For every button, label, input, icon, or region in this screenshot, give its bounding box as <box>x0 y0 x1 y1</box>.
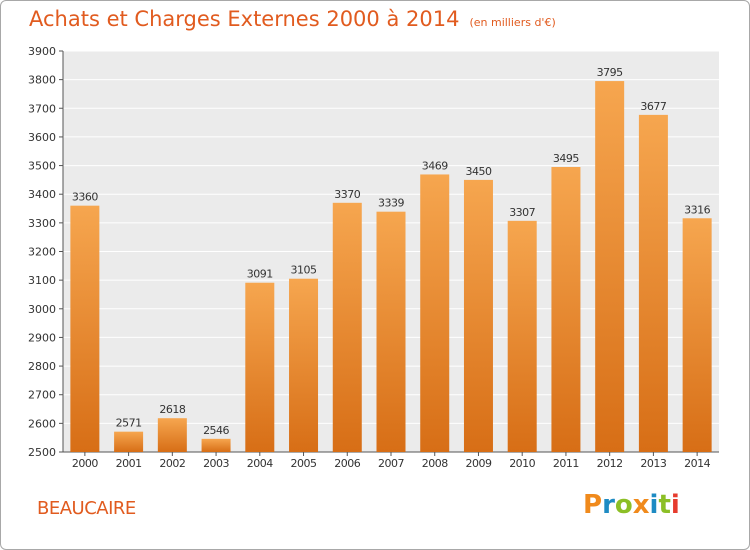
data-label: 3339 <box>378 197 404 210</box>
x-tick-label: 2004 <box>247 457 273 470</box>
axes: 2500 2600 2700 2800 2900 3000 3100 3200 3300 3400… <box>28 45 719 470</box>
bar-2013 <box>638 114 668 453</box>
bar-2004 <box>245 282 275 452</box>
bar-2011 <box>551 167 581 452</box>
data-label: 3370 <box>334 188 360 201</box>
data-labels: 3360 2571 2618 2546 3091 3105 3370 3339 3469 3450… <box>72 66 711 437</box>
data-label: 3469 <box>422 159 448 172</box>
x-tick-label: 2014 <box>684 457 710 470</box>
x-tick-label: 2000 <box>72 457 98 470</box>
bar-2008 <box>420 174 450 452</box>
x-tick-label: 2013 <box>640 457 666 470</box>
bar-2002 <box>157 418 187 452</box>
x-tick-label: 2003 <box>203 457 229 470</box>
data-label: 3360 <box>72 191 98 204</box>
bar-2009 <box>463 179 493 452</box>
logo-letter: P <box>583 490 603 520</box>
y-tick-label: 3700 <box>28 102 56 115</box>
data-label: 3307 <box>509 206 535 219</box>
bar-2014 <box>682 218 712 452</box>
y-tick-label: 3900 <box>28 45 56 58</box>
data-label: 3450 <box>465 165 491 178</box>
x-tick-label: 2010 <box>509 457 535 470</box>
bar-2007 <box>376 211 406 452</box>
y-tick-label: 3000 <box>28 303 56 316</box>
y-tick-label: 2500 <box>28 446 56 459</box>
y-tick-label: 3300 <box>28 217 56 230</box>
chart-subtitle: (en milliers d'€) <box>469 16 556 29</box>
x-tick-label: 2007 <box>378 457 404 470</box>
x-tick-label: 2011 <box>553 457 579 470</box>
x-tick-label: 2005 <box>291 457 317 470</box>
y-tick-label: 2900 <box>28 331 56 344</box>
x-tick-label: 2009 <box>465 457 491 470</box>
y-tick-label: 3100 <box>28 274 56 287</box>
bar-2003 <box>201 438 231 452</box>
data-label: 3795 <box>597 66 623 79</box>
proxiti-logo[interactable]: Proxiti <box>583 490 680 520</box>
x-tick-label: 2006 <box>334 457 360 470</box>
title-row: Achats et Charges Externes 2000 à 2014 (e… <box>29 7 556 31</box>
data-label: 3316 <box>684 203 710 216</box>
data-label: 3495 <box>553 152 579 165</box>
y-tick-label: 2600 <box>28 417 56 430</box>
logo-letter: i <box>649 490 659 520</box>
y-tick-label: 3600 <box>28 131 56 144</box>
logo-letter: i <box>670 490 680 520</box>
x-tick-label: 2002 <box>159 457 185 470</box>
commune-name: BEAUCAIRE <box>37 498 136 519</box>
x-tick-label: 2001 <box>116 457 142 470</box>
bar-2000 <box>70 205 100 452</box>
y-tick-label: 3800 <box>28 74 56 87</box>
bar-2006 <box>332 202 362 452</box>
y-tick-label: 3200 <box>28 246 56 259</box>
data-label: 3677 <box>640 100 666 113</box>
logo-letter: o <box>614 490 633 520</box>
y-tick-label: 3400 <box>28 188 56 201</box>
logo-letter: r <box>602 490 615 520</box>
bars <box>70 81 712 453</box>
data-label: 3091 <box>247 268 273 281</box>
x-tick-label: 2012 <box>597 457 623 470</box>
chart-title: Achats et Charges Externes 2000 à 2014 <box>29 7 460 31</box>
logo-letter: x <box>632 490 650 520</box>
y-tick-label: 3500 <box>28 160 56 173</box>
data-label: 2546 <box>203 424 229 437</box>
x-tick-label: 2008 <box>422 457 448 470</box>
bar-2005 <box>289 278 319 452</box>
y-tick-label: 2800 <box>28 360 56 373</box>
y-tick-label: 2700 <box>28 389 56 402</box>
data-label: 3105 <box>291 264 317 277</box>
data-label: 2571 <box>116 417 142 430</box>
bar-2001 <box>114 431 144 452</box>
data-label: 2618 <box>159 403 185 416</box>
bar-2010 <box>507 220 537 452</box>
logo-letter: t <box>658 490 671 520</box>
bar-2012 <box>595 81 625 452</box>
